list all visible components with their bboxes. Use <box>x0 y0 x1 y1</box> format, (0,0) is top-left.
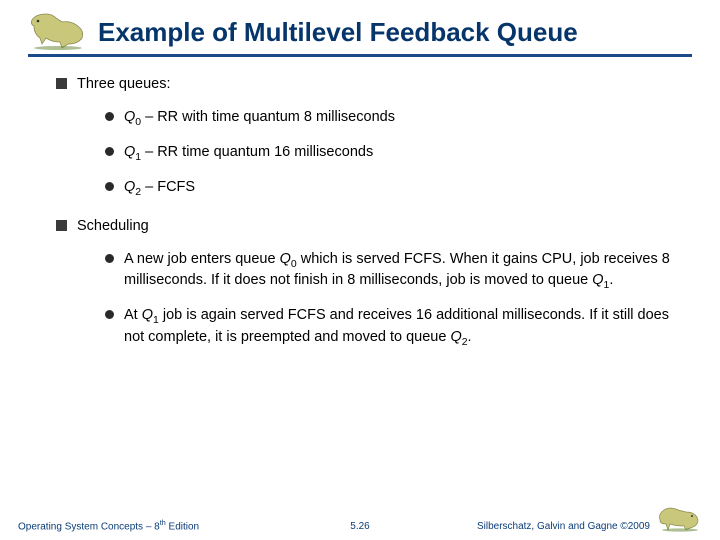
bullet-level2: At Q1 job is again served FCFS and recei… <box>105 306 684 349</box>
bullet-level1: Three queues: Q0 – RR with time quantum … <box>56 75 684 199</box>
bullet-text: Q2 – FCFS <box>124 178 684 199</box>
dot-bullet-icon <box>105 112 114 121</box>
dinosaur-right-icon <box>656 500 702 532</box>
bullet-label: Three queues: <box>77 75 684 94</box>
square-bullet-icon <box>56 220 67 231</box>
bullet-label: Scheduling <box>77 217 684 236</box>
footer-copyright: Silberschatz, Galvin and Gagne ©2009 <box>477 521 650 532</box>
bullet-level2: Q0 – RR with time quantum 8 milliseconds <box>105 108 684 129</box>
slide: Example of Multilevel Feedback Queue Thr… <box>0 0 720 540</box>
bullet-level2: Q1 – RR time quantum 16 milliseconds <box>105 143 684 164</box>
bullet-text: Q1 – RR time quantum 16 milliseconds <box>124 143 684 164</box>
footer: Operating System Concepts – 8th Edition … <box>0 500 720 532</box>
dinosaur-left-icon <box>28 8 88 50</box>
dot-bullet-icon <box>105 147 114 156</box>
footer-right: Silberschatz, Galvin and Gagne ©2009 <box>477 500 702 532</box>
bullet-level2: Q2 – FCFS <box>105 178 684 199</box>
content-body: Three queues: Q0 – RR with time quantum … <box>0 57 720 349</box>
bullet-level1: Scheduling A new job enters queue Q0 whi… <box>56 217 684 349</box>
square-bullet-icon <box>56 78 67 89</box>
dot-bullet-icon <box>105 310 114 319</box>
slide-title: Example of Multilevel Feedback Queue <box>98 17 578 50</box>
bullet-text: At Q1 job is again served FCFS and recei… <box>124 306 684 349</box>
footer-page-number: 5.26 <box>350 521 369 532</box>
bullet-text: A new job enters queue Q0 which is serve… <box>124 250 684 293</box>
footer-left: Operating System Concepts – 8th Edition <box>18 518 199 532</box>
bullet-level2: A new job enters queue Q0 which is serve… <box>105 250 684 293</box>
title-row: Example of Multilevel Feedback Queue <box>0 0 720 50</box>
dot-bullet-icon <box>105 182 114 191</box>
dot-bullet-icon <box>105 254 114 263</box>
bullet-text: Q0 – RR with time quantum 8 milliseconds <box>124 108 684 129</box>
